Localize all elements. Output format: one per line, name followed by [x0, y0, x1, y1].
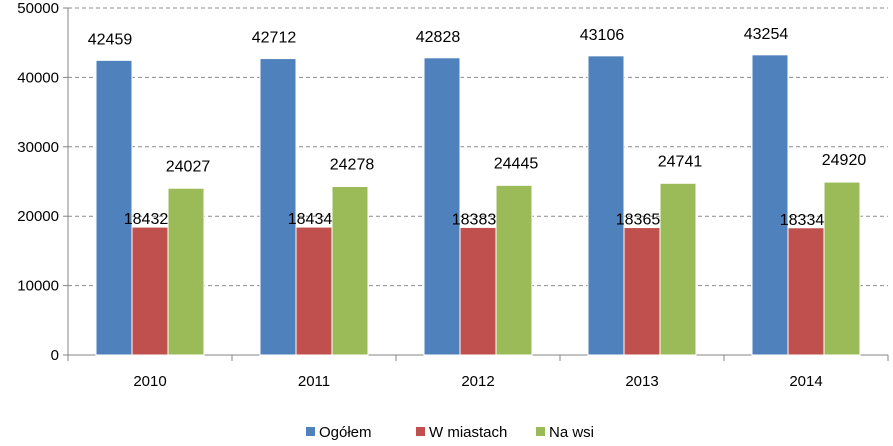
- data-label: 42712: [252, 30, 297, 47]
- data-label: 42828: [416, 29, 461, 46]
- data-label: 24920: [822, 152, 867, 169]
- legend-swatch: [306, 427, 315, 436]
- y-tick-label: 40000: [17, 69, 59, 86]
- x-tick-label: 2012: [461, 373, 494, 390]
- data-label: 18365: [616, 212, 661, 229]
- y-tick-label: 50000: [17, 0, 59, 17]
- bar-1: [295, 226, 333, 356]
- bar-1: [131, 226, 169, 356]
- bar-0: [587, 55, 625, 356]
- y-tick-label: 30000: [17, 139, 59, 156]
- data-label: 18434: [288, 211, 333, 228]
- bar-1: [623, 227, 661, 356]
- y-tick-label: 10000: [17, 278, 59, 295]
- bar-1: [787, 227, 825, 356]
- x-tick-label: 2011: [298, 373, 330, 390]
- bar-1: [459, 226, 497, 356]
- x-tick-label: 2013: [625, 373, 658, 390]
- data-label: 18383: [452, 211, 497, 228]
- legend-label: Ogółem: [319, 424, 372, 441]
- bar-0: [259, 58, 297, 356]
- data-label: 42459: [88, 31, 133, 48]
- y-tick-label: 20000: [17, 208, 59, 225]
- bar-0: [95, 59, 133, 356]
- data-label: 43254: [744, 26, 789, 43]
- bar-0: [751, 54, 789, 356]
- data-label: 43106: [580, 27, 625, 44]
- y-tick-label: 0: [51, 347, 59, 364]
- bar-2: [167, 187, 205, 356]
- bar-2: [659, 182, 697, 356]
- data-label: 18432: [124, 211, 169, 228]
- bar-2: [823, 181, 861, 356]
- data-labels: 42459 18432 24027 42712 18434 24278 42828 18383…: [88, 26, 867, 229]
- x-tick-label: 2010: [133, 373, 166, 390]
- data-label: 24027: [166, 158, 211, 175]
- bars: [95, 54, 861, 356]
- x-tick-label: 2014: [789, 373, 822, 390]
- axes: 0 10000 20000 30000 40000 50000 2010 2011 2012 20…: [17, 0, 889, 390]
- legend-label: W miastach: [429, 424, 507, 441]
- data-label: 24278: [330, 157, 375, 174]
- data-label: 18334: [780, 212, 825, 229]
- legend-swatch: [536, 427, 545, 436]
- data-label: 24741: [658, 153, 703, 170]
- bar-2: [495, 184, 533, 356]
- bar-0: [423, 57, 461, 356]
- bar-2: [331, 186, 369, 356]
- legend-swatch: [416, 427, 425, 436]
- data-label: 24445: [494, 155, 539, 172]
- legend-label: Na wsi: [549, 424, 594, 441]
- legend: Ogółem W miastach Na wsi: [306, 424, 594, 441]
